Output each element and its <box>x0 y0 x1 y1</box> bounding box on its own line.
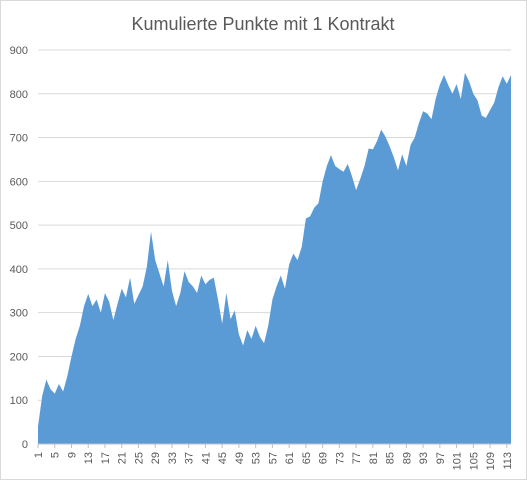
x-tick-label: 53 <box>251 452 263 464</box>
x-axis <box>37 443 511 448</box>
x-tick-label: 49 <box>234 452 246 464</box>
x-axis-labels: 1 5 9 13 17 21 25 29 33 37 41 45 49 53 57 61 65 69 73 77 81 8… <box>33 452 514 470</box>
x-tick-label: 13 <box>83 452 95 464</box>
x-tick-label: 85 <box>385 452 397 464</box>
y-tick-label: 400 <box>10 264 28 276</box>
x-tick-label: 29 <box>150 452 162 464</box>
y-tick-label: 800 <box>10 89 28 101</box>
y-tick-label: 300 <box>10 308 28 320</box>
y-axis-labels: 0 100 200 300 400 500 600 700 800 900 <box>10 45 28 451</box>
x-tick-label: 93 <box>418 452 430 464</box>
y-tick-label: 100 <box>10 395 28 407</box>
x-tick-label: 17 <box>100 452 112 464</box>
x-tick-label: 33 <box>167 452 179 464</box>
x-tick-label: 57 <box>267 452 279 464</box>
x-tick-label: 105 <box>468 452 480 470</box>
x-tick-label: 45 <box>217 452 229 464</box>
x-tick-label: 77 <box>351 452 363 464</box>
x-tick-label: 1 <box>33 452 45 458</box>
x-tick-label: 21 <box>117 452 129 464</box>
x-tick-label: 73 <box>334 452 346 464</box>
series-area <box>38 72 511 444</box>
y-tick-label: 700 <box>10 133 28 145</box>
x-tick-label: 89 <box>401 452 413 464</box>
x-tick-label: 69 <box>318 452 330 464</box>
x-tick-label: 5 <box>50 452 62 458</box>
x-tick-label: 101 <box>452 452 464 470</box>
x-tick-label: 97 <box>435 452 447 464</box>
chart-title: Kumulierte Punkte mit 1 Kontrakt <box>131 14 394 34</box>
x-tick-label: 65 <box>301 452 313 464</box>
x-tick-label: 61 <box>284 452 296 464</box>
x-tick-label: 113 <box>502 452 514 470</box>
y-tick-label: 500 <box>10 220 28 232</box>
y-tick-label: 0 <box>22 439 28 451</box>
x-tick-label: 109 <box>485 452 497 470</box>
y-tick-label: 200 <box>10 351 28 363</box>
area-series <box>38 72 511 444</box>
x-tick-label: 9 <box>66 452 78 458</box>
x-tick-label: 25 <box>133 452 145 464</box>
y-tick-label: 600 <box>10 176 28 188</box>
y-tick-label: 900 <box>10 45 28 57</box>
x-tick-label: 37 <box>184 452 196 464</box>
x-tick-label: 41 <box>200 452 212 464</box>
x-tick-label: 81 <box>368 452 380 464</box>
